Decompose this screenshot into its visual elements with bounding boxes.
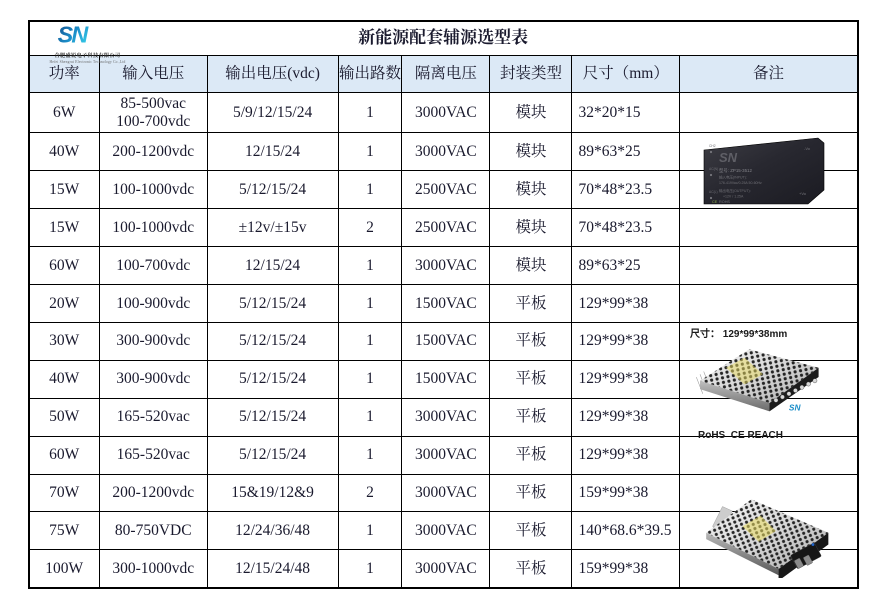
svg-text:型号: ZP15-3512: 型号: ZP15-3512	[719, 167, 753, 174]
svg-text:AC(L): AC(L)	[709, 190, 718, 194]
svg-text:-Vo: -Vo	[804, 146, 811, 151]
svg-text:ROHS: ROHS	[719, 200, 730, 204]
svg-text:CH2: CH2	[709, 144, 716, 148]
svg-text:+Vo: +Vo	[799, 191, 807, 196]
svg-text:输出电压(OUTPUT):: 输出电压(OUTPUT):	[719, 188, 751, 193]
svg-text:输入电压(INPUT):: 输入电压(INPUT):	[719, 175, 747, 180]
svg-text:AC(N): AC(N)	[709, 167, 718, 171]
svg-text:SN: SN	[789, 402, 802, 412]
svg-text:+12V / 1.25A: +12V / 1.25A	[723, 195, 744, 199]
svg-text:SN: SN	[719, 150, 738, 165]
svg-text:CE: CE	[712, 200, 718, 204]
svg-text:176-419Vac/0.25A 50-60Hz: 176-419Vac/0.25A 50-60Hz	[719, 181, 762, 185]
